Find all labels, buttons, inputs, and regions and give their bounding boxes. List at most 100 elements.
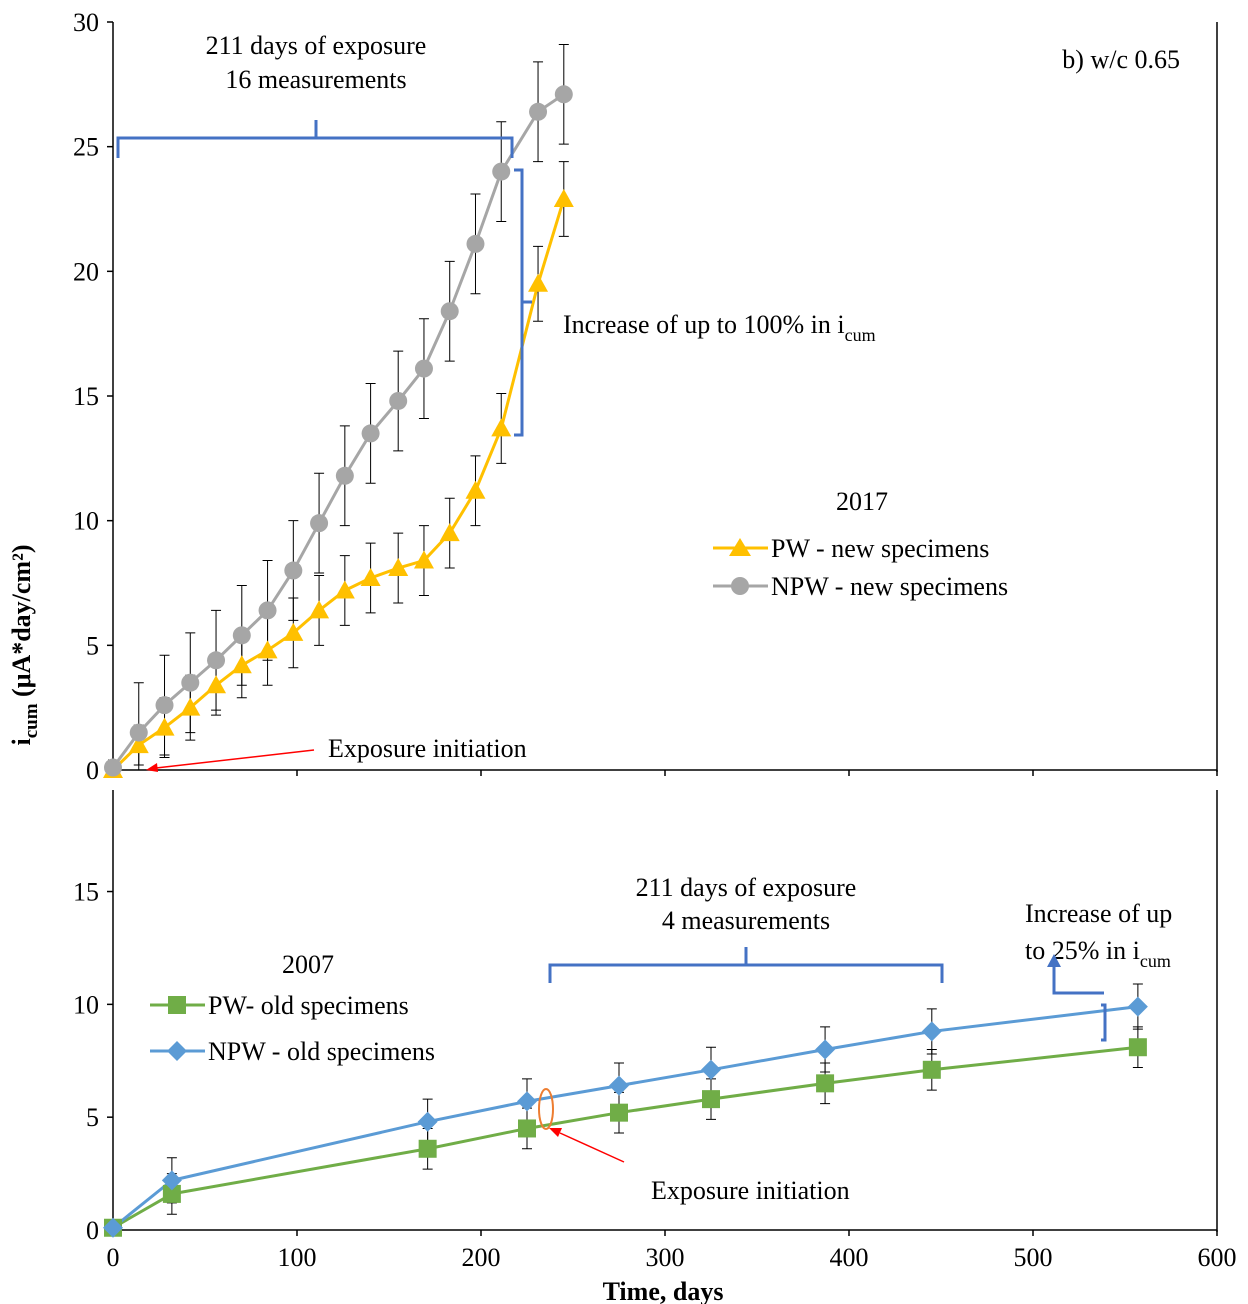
top-axes: 0 5 10 15 20 25 30 xyxy=(73,8,1218,785)
data-point xyxy=(702,1090,720,1109)
bot-y-tick-label: 10 xyxy=(73,990,99,1019)
data-point xyxy=(258,601,277,620)
data-point xyxy=(161,1170,182,1191)
increase-arrowhead-bottom xyxy=(1047,954,1061,967)
top-brace xyxy=(116,120,514,158)
data-point xyxy=(284,561,303,580)
top-y-tick-label: 30 xyxy=(73,8,99,37)
legend-label-pw-new: PW - new specimens xyxy=(771,534,989,563)
top-y-tick-label: 20 xyxy=(73,257,99,286)
data-point xyxy=(334,580,355,599)
increase-brace-bottom xyxy=(1101,1003,1107,1042)
data-point xyxy=(466,234,485,253)
top-y-tick-label: 15 xyxy=(73,382,99,411)
data-point xyxy=(518,1119,536,1138)
top-y-tick-label: 10 xyxy=(73,507,99,536)
legend-marker-pw-old xyxy=(168,996,186,1014)
data-point xyxy=(128,735,149,754)
data-point xyxy=(231,655,252,674)
data-point xyxy=(180,697,201,716)
top-measurements-label: 16 measurements xyxy=(225,65,406,94)
data-point xyxy=(155,696,174,715)
bottom-measurements-label: 4 measurements xyxy=(662,906,830,935)
top-y-axis-title: icum (μA*day/cm²) xyxy=(7,544,42,745)
bottom-brace xyxy=(548,947,944,983)
data-point xyxy=(389,391,408,410)
legend-item-pw-old: PW- old specimens xyxy=(150,991,409,1020)
data-point xyxy=(529,102,548,121)
bottom-increase-sub: cum xyxy=(1140,951,1171,971)
x-tick-label: 400 xyxy=(830,1243,869,1272)
data-point xyxy=(413,550,434,569)
x-tick-label: 200 xyxy=(462,1243,501,1272)
legend-label-npw-new: NPW - new specimens xyxy=(771,572,1008,601)
data-point xyxy=(517,1091,537,1112)
data-point xyxy=(465,480,486,499)
y-title-rest: (μA*day/cm²) xyxy=(7,544,36,703)
bot-y-tick-label: 0 xyxy=(86,1216,99,1245)
series-line-bot-0 xyxy=(112,1045,1139,1230)
y-title-main: i xyxy=(7,738,36,745)
bottom-increase-line1: Increase of up xyxy=(1025,899,1172,928)
top-exposure-days-label: 211 days of exposure xyxy=(206,31,427,60)
data-point xyxy=(129,723,148,742)
top-increase-sub: cum xyxy=(845,325,876,345)
data-point xyxy=(610,1103,628,1122)
top-y-tick-label: 0 xyxy=(86,756,99,785)
legend-label-pw-old: PW- old specimens xyxy=(208,991,409,1020)
top-exposure-arrow xyxy=(155,749,315,769)
data-point xyxy=(554,85,573,104)
data-point xyxy=(922,1060,941,1079)
panel-label: b) w/c 0.65 xyxy=(1062,45,1180,74)
x-tick-label: 300 xyxy=(646,1243,685,1272)
data-point xyxy=(609,1075,629,1096)
data-point xyxy=(283,622,304,641)
top-increase-text: Increase of up to 100% in i xyxy=(563,310,845,339)
bottom-exposure-arrow xyxy=(559,1132,625,1163)
data-point xyxy=(921,1021,942,1042)
bottom-panel: 0 5 10 15 0 100 200 300 400 500 600 211 days of ex… xyxy=(73,790,1237,1304)
legend-item-pw-new: PW - new specimens xyxy=(713,534,989,563)
data-point xyxy=(103,1217,123,1238)
bottom-exposure-days-label: 211 days of exposure xyxy=(636,873,857,902)
bottom-increase-line2: to 25% in icum xyxy=(1025,936,1171,971)
data-point xyxy=(1128,1038,1147,1057)
top-markers xyxy=(103,85,574,778)
data-point xyxy=(257,640,278,659)
data-point xyxy=(439,523,460,542)
data-point xyxy=(309,600,330,619)
data-point xyxy=(361,424,380,443)
top-legend-title: 2017 xyxy=(836,487,888,516)
top-y-tick-label: 25 xyxy=(73,133,99,162)
top-y-tick-label: 5 xyxy=(86,631,99,660)
data-point xyxy=(104,758,122,777)
legend-label-npw-old: NPW - old specimens xyxy=(208,1037,435,1066)
data-point xyxy=(528,273,549,292)
top-exposure-arrowhead xyxy=(146,763,158,772)
legend-marker-npw-new xyxy=(731,577,749,595)
data-point xyxy=(232,626,251,645)
data-point xyxy=(388,558,409,577)
bottom-legend-title: 2007 xyxy=(282,950,334,979)
data-point xyxy=(492,162,511,181)
x-tick-label: 500 xyxy=(1014,1243,1053,1272)
top-exposure-initiation-label: Exposure initiation xyxy=(328,734,527,763)
data-point xyxy=(815,1039,836,1060)
data-point xyxy=(418,1139,437,1158)
data-point xyxy=(701,1059,721,1080)
bottom-exposure-arrowhead xyxy=(549,1128,562,1137)
top-error-bars xyxy=(108,43,569,771)
bottom-increase-text: to 25% in i xyxy=(1025,936,1140,965)
top-panel: 0 5 10 15 20 25 30 b) w/c 0.65 211 days of exp… xyxy=(7,8,1218,785)
data-point xyxy=(1127,996,1148,1017)
data-point xyxy=(816,1074,835,1093)
top-increase-label: Increase of up to 100% in icum xyxy=(563,310,876,345)
legend-item-npw-old: NPW - old specimens xyxy=(150,1037,435,1066)
data-point xyxy=(440,302,459,321)
data-point xyxy=(206,675,227,694)
increase-arrow-bottom xyxy=(1052,964,1104,995)
data-point xyxy=(360,568,381,587)
bottom-exposure-initiation-label: Exposure initiation xyxy=(651,1176,850,1205)
x-tick-label: 100 xyxy=(278,1243,317,1272)
